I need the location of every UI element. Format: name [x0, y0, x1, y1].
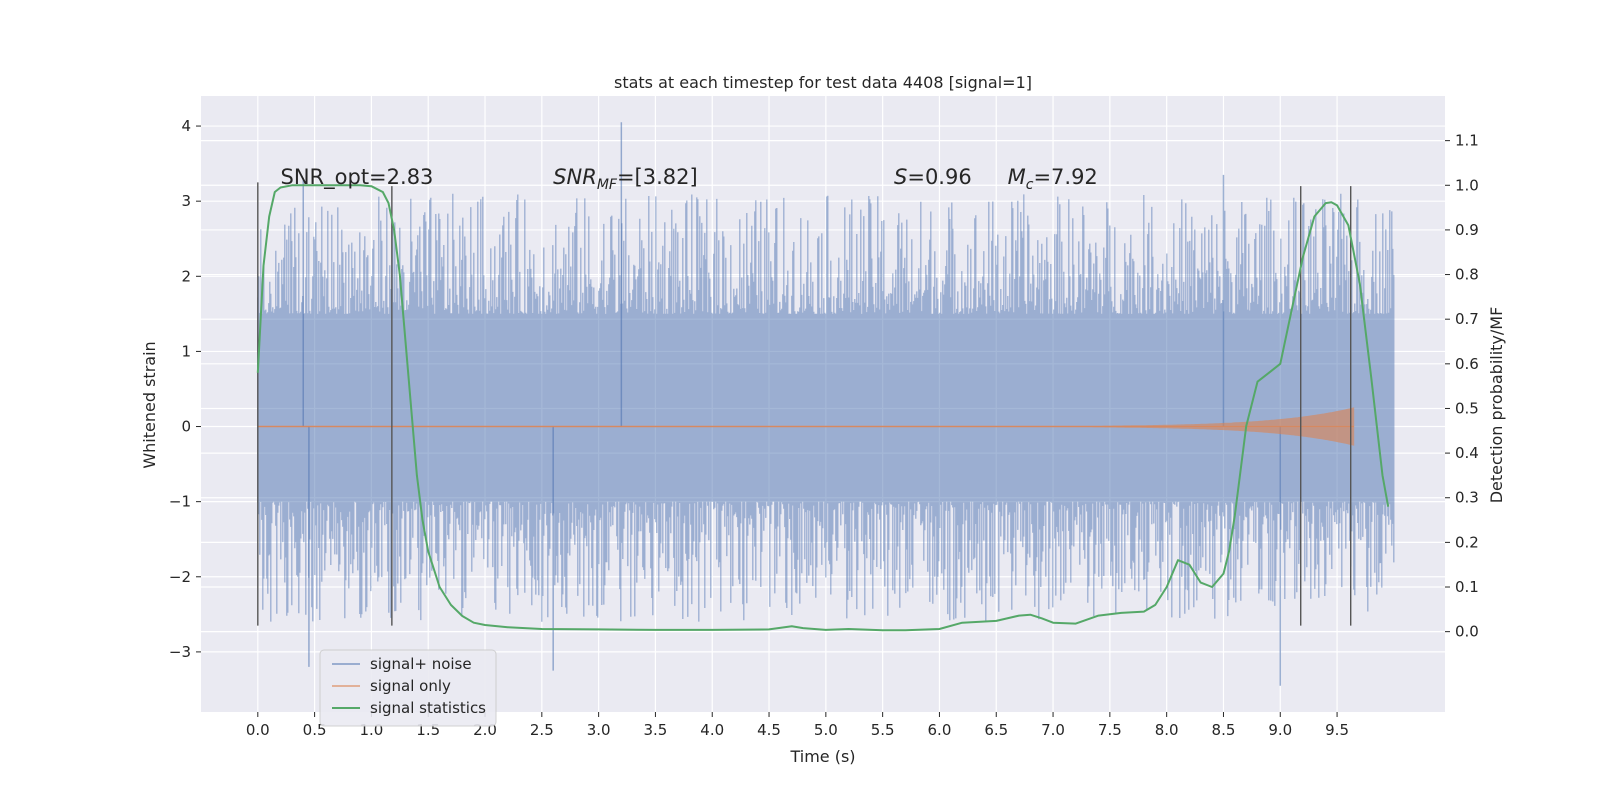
annotations: SNR_opt=2.83 SNRMF=[3.82] S=0.96 Mc=7.92 — [281, 165, 1098, 193]
y2-tick-label: 0.4 — [1455, 444, 1479, 462]
x-tick-label: 7.5 — [1098, 721, 1122, 739]
y2-tick-label: 0.5 — [1455, 399, 1479, 417]
y2-axis-label: Detection probability/MF — [1487, 307, 1506, 504]
x-axis-ticks: 0.0 0.5 1.0 1.5 2.0 2.5 3.0 3.5 4.0 4.5 5.0 5.5 6.0 6… — [246, 712, 1349, 739]
y-tick-label: 1 — [181, 342, 191, 360]
x-tick-label: 0.5 — [303, 721, 327, 739]
y2-tick-label: 0.9 — [1455, 221, 1479, 239]
x-axis-label: Time (s) — [789, 747, 855, 766]
x-tick-label: 2.5 — [530, 721, 554, 739]
legend-label-statistics: signal statistics — [370, 699, 486, 717]
x-tick-label: 7.0 — [1041, 721, 1065, 739]
x-tick-label: 3.5 — [643, 721, 667, 739]
y-tick-label: −2 — [169, 568, 191, 586]
x-tick-label: 9.5 — [1325, 721, 1349, 739]
y-tick-label: −3 — [169, 643, 191, 661]
annotation: S=0.96 — [894, 165, 972, 189]
series-signal-only — [257, 407, 1355, 446]
annotation: Mc=7.92 — [1008, 165, 1098, 193]
y2-tick-label: 0.6 — [1455, 355, 1479, 373]
y2-tick-label: 1.1 — [1455, 132, 1479, 150]
x-tick-label: 6.5 — [984, 721, 1008, 739]
annotation: SNRMF=[3.82] — [553, 165, 698, 193]
y2-axis-ticks: 1.1 1.0 0.9 0.8 0.7 0.6 0.5 0.4 0.3 0.2 0.1 0.0 — [1445, 132, 1479, 641]
y2-tick-label: 0.7 — [1455, 310, 1479, 328]
x-tick-label: 9.0 — [1268, 721, 1292, 739]
y-tick-label: 0 — [181, 418, 191, 436]
x-tick-label: 5.0 — [814, 721, 838, 739]
y2-tick-label: 0.1 — [1455, 578, 1479, 596]
y2-tick-label: 0.0 — [1455, 623, 1479, 641]
chart-title: stats at each timestep for test data 440… — [614, 73, 1032, 92]
y2-tick-label: 0.3 — [1455, 489, 1479, 507]
statistics-line — [256, 184, 1390, 632]
series-signal-statistics — [256, 184, 1390, 632]
legend-box — [319, 649, 497, 727]
legend-label-signal: signal only — [370, 677, 451, 695]
x-tick-label: 4.0 — [700, 721, 724, 739]
vertical-markers — [257, 182, 1352, 626]
legend: signal+ noise signal only signal statist… — [319, 649, 497, 727]
y-axis-ticks: 4 3 2 1 0 −1 −2 −3 — [169, 117, 201, 661]
legend-label-noise: signal+ noise — [370, 655, 472, 673]
x-tick-label: 3.0 — [587, 721, 611, 739]
y2-tick-label: 1.0 — [1455, 176, 1479, 194]
annotation: SNR_opt=2.83 — [281, 165, 434, 190]
x-tick-label: 8.0 — [1155, 721, 1179, 739]
x-tick-label: 4.5 — [757, 721, 781, 739]
y-tick-label: 3 — [181, 192, 191, 210]
y-tick-label: 4 — [181, 117, 191, 135]
y2-tick-label: 0.8 — [1455, 266, 1479, 284]
y-tick-label: 2 — [181, 267, 191, 285]
x-tick-label: 5.5 — [871, 721, 895, 739]
x-tick-label: 0.0 — [246, 721, 270, 739]
y-axis-label: Whitened strain — [140, 341, 159, 468]
y2-tick-label: 0.2 — [1455, 533, 1479, 551]
x-tick-label: 8.5 — [1212, 721, 1236, 739]
x-tick-label: 6.0 — [928, 721, 952, 739]
y-tick-label: −1 — [169, 493, 191, 511]
